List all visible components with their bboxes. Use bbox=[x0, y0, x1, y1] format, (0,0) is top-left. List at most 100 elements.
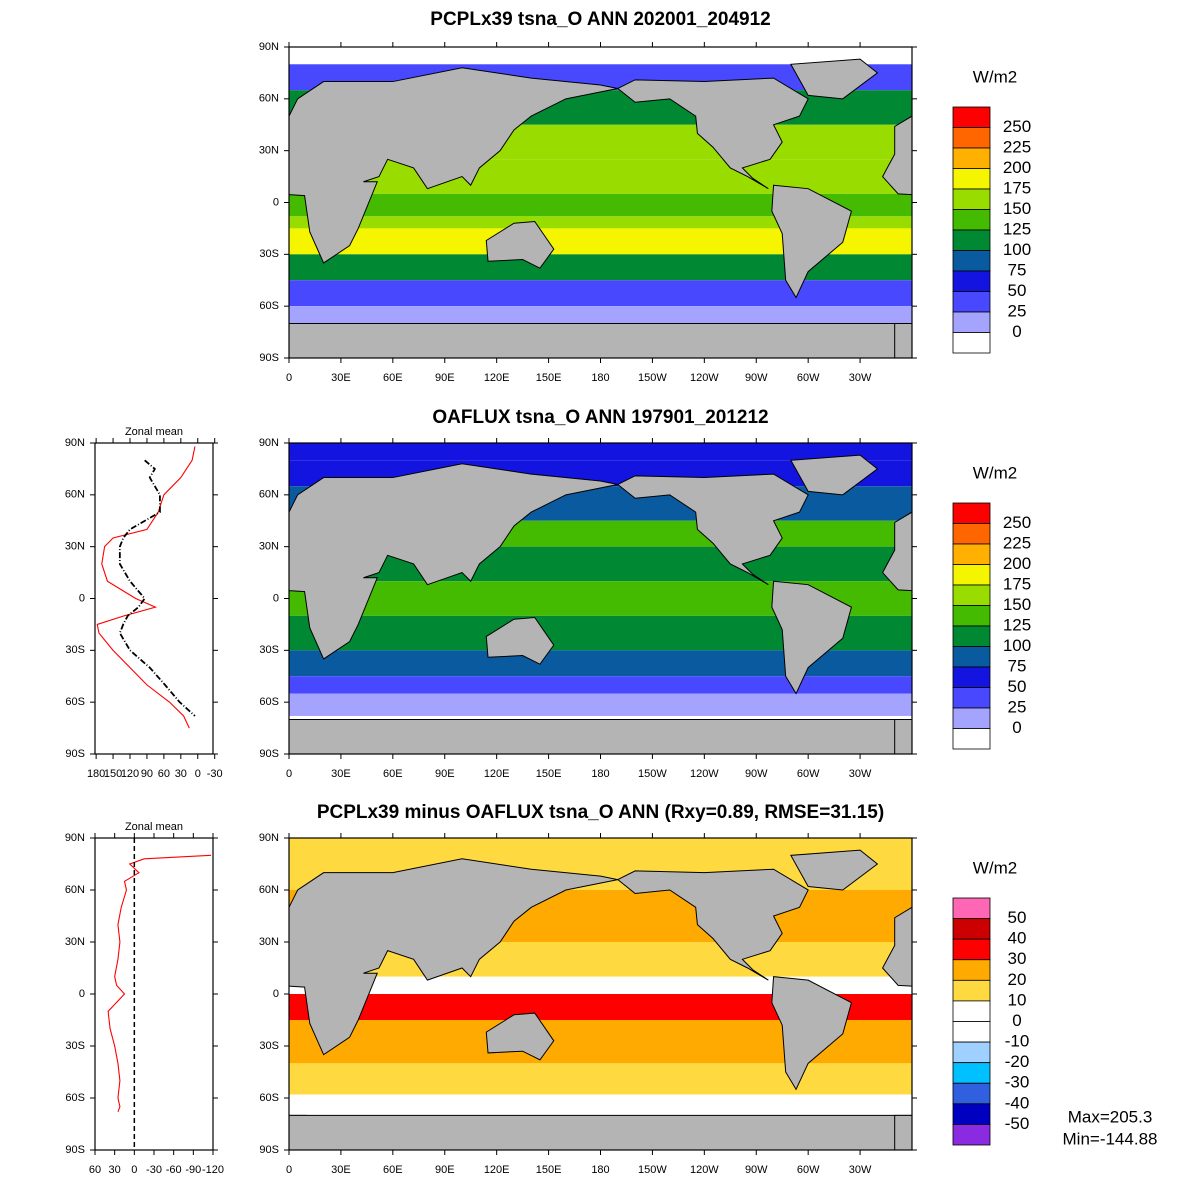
colorbar-box bbox=[952, 979, 991, 1002]
x-tick-label: 150W bbox=[638, 1164, 667, 1176]
colorbar-box bbox=[952, 625, 991, 647]
x-tick-label: -30 bbox=[207, 768, 223, 780]
colorbar-label: 225 bbox=[1003, 533, 1031, 552]
colorbar-label: 150 bbox=[1003, 595, 1031, 614]
frame bbox=[94, 837, 214, 1151]
x-tick-label: 120E bbox=[484, 1164, 510, 1176]
land bbox=[771, 184, 853, 299]
colorbar-box bbox=[952, 543, 991, 565]
land bbox=[168, 455, 255, 495]
colorbar-box bbox=[952, 291, 991, 313]
y-tick-label: 60S bbox=[259, 696, 279, 708]
y-tick-label: 30N bbox=[259, 541, 279, 553]
colorbar-box bbox=[952, 728, 991, 750]
x-tick-label: 120W bbox=[690, 372, 719, 384]
y-tick-label: 60N bbox=[259, 884, 279, 896]
colorbar-label: 250 bbox=[1003, 513, 1031, 532]
y-tick-label: 0 bbox=[273, 196, 279, 208]
colorbar-box bbox=[952, 1062, 991, 1084]
y-tick-label: 90S bbox=[65, 1144, 85, 1156]
x-tick-label: 30E bbox=[331, 768, 351, 780]
y-tick-label: 30S bbox=[65, 644, 85, 656]
colorbar-label: 30 bbox=[1008, 949, 1027, 968]
colorbar-label: -30 bbox=[1005, 1073, 1030, 1092]
land bbox=[894, 322, 912, 358]
x-tick-label: 0 bbox=[195, 768, 201, 780]
chart-title: Zonal mean bbox=[125, 426, 183, 438]
annotation: Min=-144.88 bbox=[1063, 1129, 1158, 1148]
colorbar-box bbox=[952, 918, 991, 940]
colorbar-label: -10 bbox=[1005, 1032, 1030, 1051]
x-tick-label: 60W bbox=[797, 1164, 820, 1176]
y-tick-label: 60S bbox=[259, 300, 279, 312]
y-tick-label: 30S bbox=[259, 1040, 279, 1052]
x-tick-label: 90W bbox=[745, 768, 768, 780]
ocean-band bbox=[289, 1063, 912, 1095]
colorbar-box bbox=[952, 897, 991, 919]
land bbox=[894, 718, 912, 754]
land bbox=[0, 78, 185, 189]
x-tick-label: 0 bbox=[286, 372, 292, 384]
zonal-line bbox=[96, 446, 196, 729]
colorbar-box bbox=[952, 502, 991, 524]
y-tick-label: 30S bbox=[65, 1040, 85, 1052]
land bbox=[289, 322, 912, 358]
colorbar-box bbox=[952, 959, 991, 981]
ocean-band bbox=[289, 280, 912, 307]
colorbar-box bbox=[952, 564, 991, 586]
x-tick-label: 150 bbox=[104, 768, 122, 780]
y-tick-label: 30N bbox=[65, 541, 85, 553]
x-tick-label: 60 bbox=[89, 1164, 101, 1176]
land bbox=[881, 510, 912, 592]
x-tick-label: 0 bbox=[286, 768, 292, 780]
y-tick-label: 90S bbox=[259, 1144, 279, 1156]
x-tick-label: 60E bbox=[383, 372, 403, 384]
x-tick-label: 120E bbox=[484, 372, 510, 384]
colorbar-label: 0 bbox=[1012, 718, 1021, 737]
x-tick-label: 60E bbox=[383, 1164, 403, 1176]
x-tick-label: 30W bbox=[849, 768, 872, 780]
colorbar-box bbox=[952, 1082, 991, 1105]
colorbar-box bbox=[952, 584, 991, 606]
x-tick-label: 180 bbox=[591, 768, 609, 780]
colorbar-label: 0 bbox=[1012, 1011, 1021, 1030]
zonal-line bbox=[107, 854, 212, 1113]
colorbar-box bbox=[952, 1041, 991, 1064]
colorbar-box bbox=[952, 270, 991, 292]
x-tick-label: 60W bbox=[797, 372, 820, 384]
x-tick-label: 150W bbox=[638, 372, 667, 384]
colorbar-box bbox=[952, 1124, 991, 1146]
x-tick-label: 30 bbox=[109, 1164, 121, 1176]
colorbar-box bbox=[952, 168, 991, 190]
colorbar-label: 100 bbox=[1003, 636, 1031, 655]
chart-title: OAFLUX tsna_O ANN 197901_201212 bbox=[432, 407, 768, 428]
y-tick-label: 90N bbox=[259, 437, 279, 449]
y-tick-label: 90N bbox=[65, 832, 85, 844]
x-tick-label: 0 bbox=[286, 1164, 292, 1176]
x-tick-label: 120W bbox=[690, 1164, 719, 1176]
x-tick-label: 90E bbox=[435, 372, 455, 384]
colorbar-box bbox=[952, 605, 991, 627]
ocean-band bbox=[289, 47, 912, 65]
x-tick-label: 90 bbox=[141, 768, 153, 780]
colorbar-label: 175 bbox=[1003, 574, 1031, 593]
x-tick-label: 150E bbox=[536, 1164, 562, 1176]
x-tick-label: 30 bbox=[175, 768, 187, 780]
y-tick-label: 90N bbox=[259, 832, 279, 844]
y-tick-label: 30S bbox=[259, 644, 279, 656]
colorbar-units: W/m2 bbox=[973, 67, 1017, 86]
y-tick-label: 60N bbox=[259, 489, 279, 501]
y-tick-label: 60S bbox=[65, 696, 85, 708]
y-tick-label: 30N bbox=[259, 936, 279, 948]
land bbox=[771, 580, 853, 695]
y-tick-label: 0 bbox=[79, 592, 85, 604]
colorbar-box bbox=[952, 687, 991, 709]
land bbox=[289, 67, 618, 264]
land bbox=[289, 858, 618, 1056]
x-tick-label: 180 bbox=[591, 1164, 609, 1176]
land bbox=[1109, 222, 1176, 269]
land bbox=[168, 59, 255, 99]
colorbar-label: 50 bbox=[1008, 908, 1027, 927]
colorbar-box bbox=[952, 188, 991, 210]
